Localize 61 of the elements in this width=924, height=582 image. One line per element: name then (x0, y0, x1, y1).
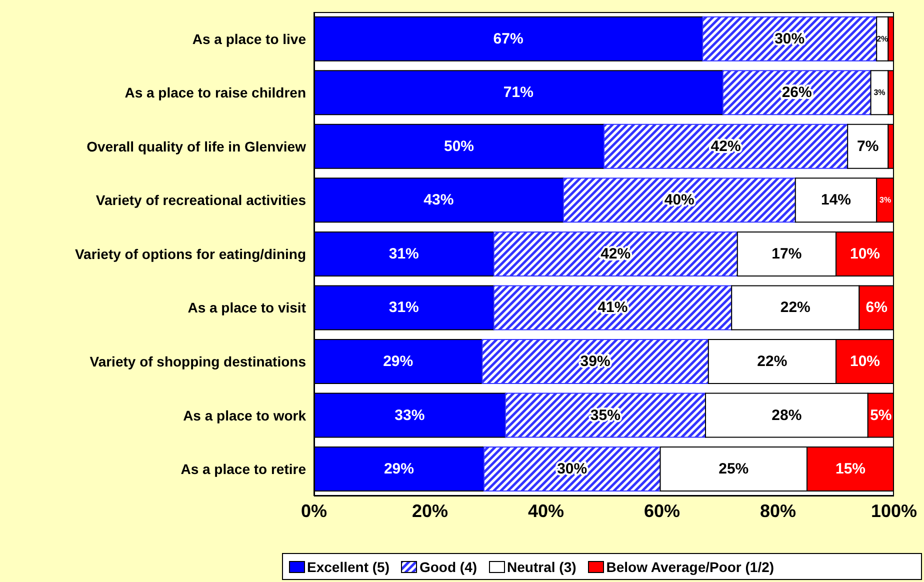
y-tick-label: As a place to retire (180, 461, 306, 478)
bar (483, 446, 661, 492)
data-label: 67% (493, 30, 524, 48)
data-label: 17% (772, 245, 802, 262)
data-label: 26% (782, 84, 812, 102)
data-label: 29% (384, 460, 414, 478)
data-label: 5% (870, 406, 892, 424)
legend-label: Neutral (3) (506, 558, 576, 574)
data-label: 10% (850, 245, 880, 262)
data-label: 42% (600, 245, 631, 262)
data-label: 6% (866, 299, 888, 316)
data-label: 39% (580, 353, 610, 370)
bar (604, 124, 848, 169)
data-label: 29% (383, 353, 414, 370)
x-tick-label: 60% (644, 500, 680, 521)
bar (493, 285, 732, 330)
data-label: 41% (598, 299, 628, 316)
data-label: 31% (388, 245, 419, 262)
data-label: 10% (850, 353, 880, 370)
bar (482, 339, 709, 384)
data-label: 22% (757, 353, 788, 370)
x-tick-label: 40% (528, 500, 564, 521)
y-tick-label: As a place to live (192, 30, 306, 47)
legend-label: Below Average/Poor (1/2) (605, 558, 774, 574)
bar (562, 178, 796, 223)
x-tick-label: 80% (760, 500, 796, 521)
bar (847, 124, 889, 169)
bar (493, 231, 738, 276)
y-tick-label: As a place to work (183, 407, 306, 424)
data-label: 42% (710, 138, 741, 155)
y-tick-label: As a place to raise children (124, 84, 306, 101)
bar (722, 70, 872, 116)
data-label: 28% (772, 406, 802, 424)
y-tick-label: Variety of options for eating/dining (74, 246, 306, 262)
data-label: 50% (444, 138, 474, 155)
data-label: 71% (503, 84, 534, 102)
legend-label: Good (4) (418, 558, 478, 574)
bar (504, 392, 706, 438)
x-tick-label: 0% (300, 500, 328, 521)
y-tick-label: Overall quality of life in Glenview (86, 138, 306, 154)
data-label: 30% (774, 30, 805, 48)
data-label: 43% (424, 192, 454, 209)
data-label: 7% (857, 138, 879, 155)
data-label: 35% (590, 406, 620, 424)
data-label: 22% (780, 299, 810, 316)
y-tick-label: As a place to visit (188, 300, 306, 316)
data-label: 25% (718, 460, 749, 478)
bar (702, 16, 878, 62)
data-label: 14% (820, 192, 852, 209)
x-tick-label: 100% (870, 500, 918, 521)
data-label: 33% (394, 406, 425, 424)
data-label: 30% (557, 460, 588, 478)
data-label: 31% (388, 299, 419, 316)
data-label: 3% (874, 88, 886, 98)
y-tick-label: Variety of shopping destinations (90, 354, 306, 370)
data-label: 3% (880, 196, 892, 205)
legend-label: Excellent (5) (306, 558, 390, 574)
y-tick-label: Variety of recreational activities (96, 192, 306, 208)
data-label: 15% (835, 460, 866, 478)
x-tick-label: 20% (412, 500, 448, 521)
data-label: 40% (664, 192, 694, 209)
